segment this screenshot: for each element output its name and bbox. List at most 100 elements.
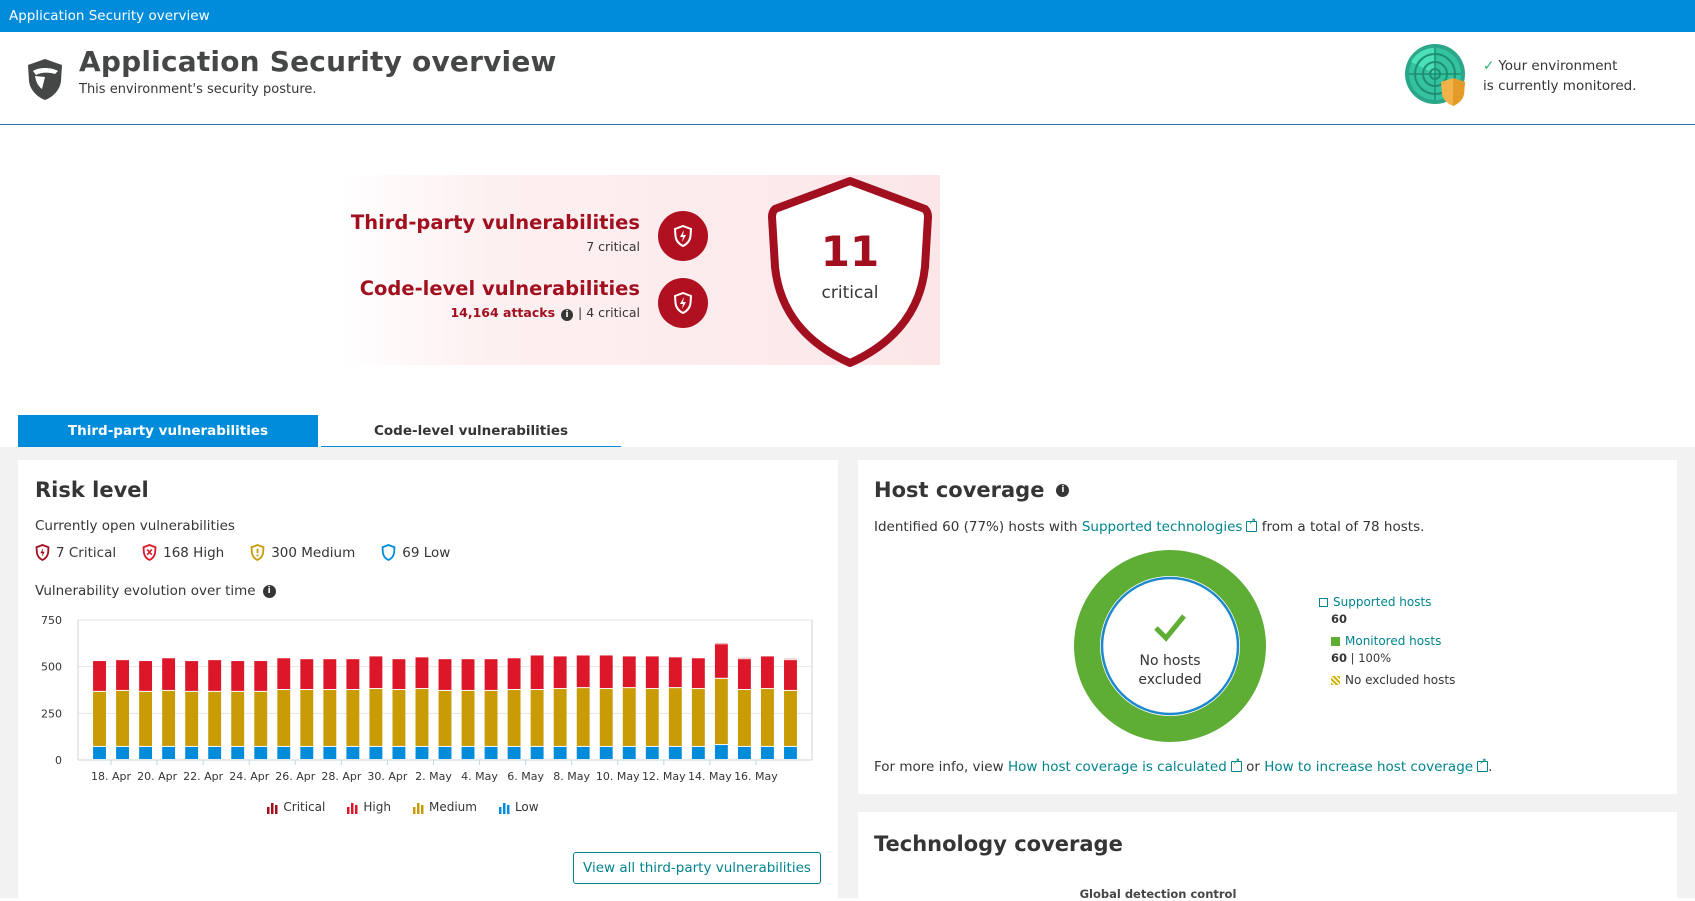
chart-bar-high (784, 660, 797, 690)
chart-bar-low (139, 747, 152, 759)
legend-low[interactable]: Low (499, 800, 539, 814)
chart-bar-low (369, 747, 382, 759)
svg-text:22. Apr: 22. Apr (183, 770, 223, 783)
chart-bar-low (162, 747, 175, 759)
info-icon[interactable]: i (263, 585, 276, 598)
svg-text:10. May: 10. May (596, 770, 640, 783)
legend-high[interactable]: High (347, 800, 391, 814)
monitoring-status-text: ✓Your environment is currently monitored… (1483, 56, 1637, 96)
host-coverage-more-info: For more info, view How host coverage is… (874, 759, 1492, 775)
app-title: Application Security overview (9, 8, 210, 24)
chart-bar-high (277, 658, 290, 689)
medium-count[interactable]: 300 Medium (250, 544, 355, 561)
chart-bar-low (185, 747, 198, 759)
chart-bar-medium (116, 691, 129, 746)
check-icon: ✓ (1483, 58, 1494, 74)
view-all-third-party-button[interactable]: View all third-party vulnerabilities (573, 852, 821, 884)
third-party-summary-title[interactable]: Third-party vulnerabilities (351, 211, 640, 234)
legend-medium-label: Medium (429, 800, 477, 814)
chart-bar-medium (508, 690, 521, 746)
chart-bar-low (323, 747, 336, 759)
legend-excluded-hosts: No excluded hosts (1319, 673, 1455, 687)
legend-supported-hosts[interactable]: Supported hosts 60 (1319, 595, 1455, 626)
how-to-increase-coverage-link[interactable]: How to increase host coverage (1264, 759, 1488, 775)
how-coverage-calculated-link[interactable]: How host coverage is calculated (1008, 759, 1242, 775)
chart-bar-low (761, 747, 774, 759)
svg-text:28. Apr: 28. Apr (321, 770, 361, 783)
third-party-summary[interactable]: Third-party vulnerabilities 7 critical (351, 211, 640, 254)
legend-monitored-hosts[interactable]: Monitored hosts 60 | 100% (1319, 634, 1455, 665)
supported-technologies-link[interactable]: Supported technologies (1082, 519, 1258, 535)
total-critical-shield: 11 critical (765, 175, 935, 367)
tab-third-party[interactable]: Third-party vulnerabilities (18, 415, 318, 447)
chart-bar-medium (162, 691, 175, 746)
app-title-bar: Application Security overview (0, 0, 1695, 32)
page-title: Application Security overview (79, 45, 557, 78)
chart-bar-medium (277, 690, 290, 746)
critical-count[interactable]: 7 Critical (35, 544, 116, 561)
info-icon[interactable]: i (1056, 484, 1069, 497)
square-filled-icon (1331, 637, 1340, 646)
bar-chart-icon (267, 803, 278, 814)
code-level-summary-title[interactable]: Code-level vulnerabilities (360, 277, 640, 300)
monitoring-line-1: Your environment (1498, 58, 1617, 74)
code-level-summary[interactable]: Code-level vulnerabilities 14,164 attack… (360, 277, 640, 321)
total-critical-number: 11 (765, 227, 935, 276)
svg-text:0: 0 (55, 754, 62, 767)
chart-bar-high (162, 658, 175, 690)
chart-bar-high (93, 661, 106, 691)
svg-text:750: 750 (41, 614, 62, 627)
more-prefix: For more info, view (874, 759, 1008, 775)
tab-code-level[interactable]: Code-level vulnerabilities (321, 415, 621, 447)
external-link-icon (1231, 761, 1242, 772)
high-count[interactable]: 168 High (142, 544, 224, 561)
chart-bar-medium (346, 690, 359, 746)
svg-text:26. Apr: 26. Apr (275, 770, 315, 783)
legend-critical[interactable]: Critical (267, 800, 325, 814)
page-subtitle: This environment's security posture. (79, 82, 317, 97)
chart-bar-high (346, 659, 359, 689)
chart-bar-high (738, 659, 751, 689)
chart-bar-high (669, 657, 682, 687)
chart-bar-low (231, 747, 244, 759)
chart-bar-medium (300, 690, 313, 746)
info-icon[interactable]: i (561, 309, 573, 321)
chart-bar-medium (669, 688, 682, 746)
chart-bar-low (439, 747, 452, 759)
chart-bar-high (531, 655, 544, 689)
low-count-label: 69 Low (402, 545, 450, 561)
legend-medium[interactable]: Medium (413, 800, 477, 814)
risk-counts: 7 Critical 168 High 300 Medium 69 Low (35, 544, 450, 561)
chart-bar-medium (369, 689, 382, 746)
chart-bar-high (715, 644, 728, 678)
medium-count-label: 300 Medium (271, 545, 355, 561)
code-level-critical-count: | 4 critical (578, 305, 640, 320)
monitored-hosts-label: Monitored hosts (1345, 634, 1441, 648)
external-link-icon (1477, 761, 1488, 772)
chart-bar-medium (462, 691, 475, 746)
bar-chart-icon (413, 803, 424, 814)
chart-bar-high (208, 660, 221, 691)
monitoring-line-2: is currently monitored. (1483, 76, 1637, 96)
desc-suffix: from a total of 78 hosts. (1257, 519, 1424, 535)
svg-text:4. May: 4. May (461, 770, 498, 783)
external-link-icon (1246, 521, 1257, 532)
chart-bar-medium (392, 690, 405, 746)
chart-bar-low (277, 747, 290, 759)
chart-bar-high (323, 659, 336, 689)
attacks-count[interactable]: 14,164 attacks (450, 305, 555, 320)
chart-bar-high (646, 656, 659, 688)
chart-bar-medium (738, 690, 751, 746)
chart-bar-high (508, 658, 521, 689)
chart-bar-high (231, 661, 244, 691)
chart-bar-medium (600, 689, 613, 746)
chart-bar-low (485, 747, 498, 759)
chart-bar-low (715, 745, 728, 759)
shield-bolt-icon (673, 292, 693, 314)
svg-text:16. May: 16. May (734, 770, 778, 783)
low-count[interactable]: 69 Low (381, 544, 450, 561)
app-security-logo-icon (25, 57, 65, 101)
